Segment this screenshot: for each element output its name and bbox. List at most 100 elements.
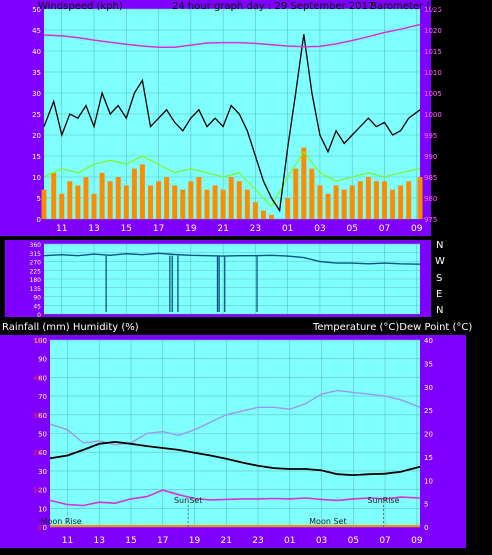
temp-y-tick-25: 25: [424, 407, 433, 415]
rain-y-tick-50: 50: [33, 337, 42, 345]
graph-title: 24 hour graph day : 29 September 2017: [172, 1, 374, 12]
barometer-axis-title: Barometer (hpa): [370, 1, 453, 12]
wind-x-tick-15: 15: [121, 224, 132, 234]
wind-y-tick-15: 15: [32, 153, 41, 161]
wind-y-tick-20: 20: [32, 132, 41, 140]
gust-bar-43: [390, 189, 396, 219]
humidity-y-tick-60: 60: [38, 412, 47, 420]
wind-x-tick-07: 07: [379, 224, 390, 234]
event-label-3: SunRise: [367, 496, 399, 505]
gust-bar-17: [180, 189, 186, 219]
dir-y-tick-180: 180: [30, 277, 42, 284]
temp-y-tick-15: 15: [424, 454, 433, 462]
temp-y-tick-35: 35: [424, 360, 433, 368]
gust-bar-32: [301, 147, 307, 219]
gust-bar-1: [51, 172, 57, 219]
wind-y-tick-10: 10: [32, 174, 41, 182]
wind-x-tick-03: 03: [314, 224, 325, 234]
temp-y-tick-0: 0: [424, 524, 428, 532]
gust-bar-38: [349, 185, 355, 219]
baro-y-tick-1010: 1010: [424, 69, 442, 77]
dir-y-tick-270: 270: [30, 260, 42, 267]
temperature-line: [49, 440, 421, 477]
temp-x-tick-01: 01: [284, 536, 295, 546]
gust-bar-45: [406, 181, 412, 219]
wind-y-tick-45: 45: [32, 27, 41, 35]
series-layer: [41, 23, 423, 527]
baro-y-tick-975: 975: [424, 216, 437, 224]
temp-y-tick-10: 10: [424, 477, 433, 485]
gust-bar-31: [293, 168, 299, 219]
event-label-1: SunSet: [174, 496, 202, 505]
wind-average-line: [43, 150, 421, 208]
wind-x-tick-21: 21: [217, 224, 228, 234]
dir-y-tick-315: 315: [30, 251, 42, 258]
gust-bar-20: [204, 189, 210, 219]
windspeed-line: [43, 34, 421, 213]
event-label-2: Moon Set: [309, 517, 346, 526]
humidity-y-tick-20: 20: [38, 487, 47, 495]
humidity-y-tick-90: 90: [38, 356, 47, 364]
temp-x-tick-03: 03: [316, 536, 327, 546]
axis-layer: 11 13 15 17 19 21 23 01 03 05 07 090510152025303540…: [30, 6, 442, 546]
event-label-0: Moon Rise: [41, 517, 82, 526]
gust-bar-22: [220, 189, 226, 219]
barometer-line: [43, 23, 421, 48]
gust-bar-34: [317, 185, 323, 219]
temp-y-tick-20: 20: [424, 431, 433, 439]
wind-y-tick-50: 50: [32, 6, 41, 14]
humidity-line: [49, 389, 421, 446]
humidity-y-tick-40: 40: [38, 449, 47, 457]
right-scrollbar[interactable]: [467, 335, 492, 548]
rain-y-tick-40: 40: [33, 374, 42, 382]
gust-bar-3: [67, 181, 73, 219]
wind-x-tick-09: 09: [411, 224, 423, 234]
compass-n-bottom: N: [436, 305, 443, 316]
gust-bar-23: [228, 177, 234, 219]
wind-x-tick-19: 19: [185, 224, 197, 234]
compass-n-top: N: [436, 240, 443, 251]
wind-y-tick-40: 40: [32, 48, 41, 56]
baro-y-tick-980: 980: [424, 195, 437, 203]
dir-y-tick-225: 225: [30, 268, 42, 275]
gust-bar-27: [260, 210, 266, 219]
gust-bar-13: [148, 185, 154, 219]
temp-x-tick-17: 17: [157, 536, 168, 546]
compass-e: E: [436, 289, 442, 300]
gust-bar-26: [252, 202, 258, 219]
gust-bar-2: [59, 193, 65, 219]
humidity-y-tick-80: 80: [38, 374, 47, 382]
wind-x-tick-23: 23: [250, 224, 261, 234]
gust-bar-10: [123, 185, 129, 219]
gust-bar-4: [75, 185, 81, 219]
gust-bar-36: [333, 185, 339, 219]
baro-y-tick-1000: 1000: [424, 111, 442, 119]
temp-y-tick-5: 5: [424, 501, 428, 509]
gust-bar-12: [139, 164, 145, 219]
wind-x-tick-13: 13: [88, 224, 99, 234]
wind-y-tick-25: 25: [32, 111, 41, 119]
temp-dewpoint-axis-title: Temperature (°C)Dew Point (°C): [312, 322, 472, 333]
humidity-y-tick-70: 70: [38, 393, 47, 401]
gust-bar-21: [212, 185, 218, 219]
rain-y-tick-20: 20: [33, 449, 42, 457]
gust-bar-18: [188, 181, 194, 219]
wind-y-tick-35: 35: [32, 69, 41, 77]
gust-bar-14: [156, 181, 162, 219]
gust-bar-15: [164, 177, 170, 219]
gust-bar-5: [83, 177, 89, 219]
rain-y-tick-10: 10: [33, 487, 42, 495]
baro-y-tick-1015: 1015: [424, 48, 442, 56]
rain-y-tick-0: 0: [38, 524, 42, 532]
temp-x-tick-21: 21: [221, 536, 232, 546]
temp-x-tick-11: 11: [62, 536, 73, 546]
gust-bar-46: [417, 177, 423, 219]
gust-bar-28: [269, 214, 275, 219]
baro-y-tick-1005: 1005: [424, 90, 442, 98]
rain-y-tick-30: 30: [33, 412, 42, 420]
humidity-y-tick-0: 0: [43, 524, 47, 532]
gust-bar-35: [325, 193, 331, 219]
gust-bar-44: [398, 185, 404, 219]
